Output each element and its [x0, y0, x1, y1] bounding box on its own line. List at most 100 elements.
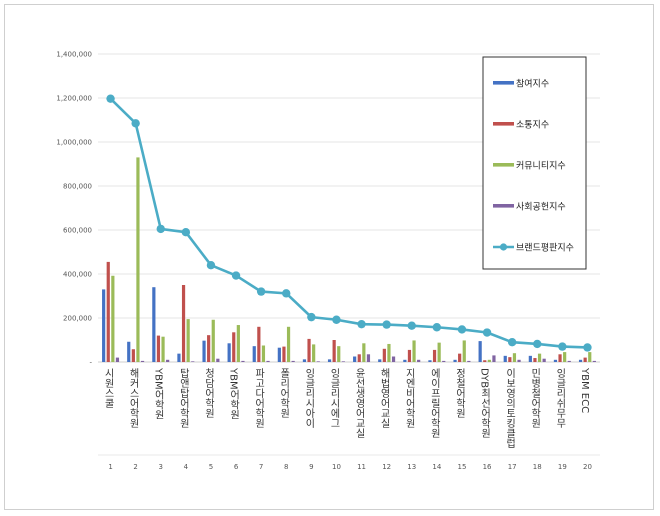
bar — [152, 287, 156, 362]
category-label: 윤선생영어교실 — [353, 368, 365, 438]
category-label: YBM ECC — [579, 367, 590, 413]
category-index: 1 — [108, 463, 112, 471]
bar — [492, 355, 496, 362]
bar — [257, 326, 261, 362]
category-index: 15 — [457, 463, 466, 471]
bar — [553, 359, 558, 362]
category-label: YBM어학원 — [228, 367, 240, 420]
bar — [528, 355, 532, 362]
bar — [312, 344, 316, 362]
bar — [286, 326, 291, 362]
y-tick-label: 1,200,000 — [56, 95, 92, 103]
bar — [156, 335, 161, 362]
bar — [567, 360, 571, 362]
bar — [177, 353, 181, 362]
category-index: 6 — [234, 463, 239, 471]
category-label: 이보영의토킹클럽 — [504, 368, 516, 448]
bar — [563, 352, 567, 362]
bar — [166, 359, 170, 362]
bar — [508, 357, 512, 362]
category-index: 11 — [357, 463, 366, 471]
y-tick-label: 200,000 — [63, 315, 92, 323]
bar — [302, 359, 307, 362]
line-point — [407, 321, 416, 330]
line-point — [332, 315, 341, 324]
bar — [307, 338, 311, 362]
bar — [462, 340, 466, 362]
bar — [483, 360, 487, 362]
y-tick-label: 800,000 — [63, 183, 92, 191]
category-label: 해법영어교실 — [378, 367, 390, 428]
bar — [542, 358, 546, 362]
legend-label: 사회공헌지수 — [516, 202, 566, 213]
category-index: 13 — [407, 463, 416, 471]
category-label: 잉글리시아이 — [303, 368, 315, 429]
bar — [467, 360, 471, 362]
bar — [191, 361, 195, 362]
category-label: 탑앤탑어학원 — [177, 368, 189, 428]
legend-swatch — [493, 163, 514, 167]
line-point — [533, 339, 542, 349]
category-index: 14 — [432, 463, 441, 471]
line-point — [307, 312, 316, 322]
category-index: 9 — [309, 463, 313, 471]
bar — [533, 358, 537, 362]
line-point — [231, 271, 241, 280]
category-label: YBM어학원 — [152, 367, 164, 420]
bar — [378, 359, 382, 362]
bar — [537, 353, 542, 362]
bar — [432, 349, 437, 362]
bar — [412, 340, 416, 362]
bar — [111, 275, 115, 362]
bar — [337, 346, 341, 362]
bar — [140, 360, 145, 362]
bar — [277, 347, 281, 362]
bar — [403, 359, 407, 362]
category-index: 12 — [382, 463, 391, 471]
bar — [266, 360, 270, 362]
category-label: DYB최선어학원 — [479, 368, 491, 438]
line-point — [156, 224, 165, 234]
series-line — [109, 97, 588, 349]
category-label: 해커스어학원 — [127, 367, 139, 428]
bar — [341, 361, 345, 362]
y-tick-label: - — [89, 359, 92, 367]
category-index: 17 — [508, 463, 517, 471]
category-index: 18 — [533, 463, 542, 471]
category-label: 잉글리쉬무무 — [554, 368, 566, 429]
category-label: 지엔비어학원 — [403, 368, 415, 428]
category-index: 16 — [483, 463, 492, 471]
line-point — [256, 287, 266, 296]
bar — [387, 343, 391, 362]
bar — [442, 360, 446, 362]
bar — [588, 352, 592, 362]
legend-swatch — [493, 204, 514, 208]
legend-label: 브랜드평판지수 — [516, 243, 574, 254]
category-label: 민병철어학원 — [529, 368, 541, 428]
category-label: 시원스쿨 — [102, 368, 114, 408]
line-point — [482, 328, 492, 337]
bar — [136, 157, 140, 362]
bar — [458, 353, 462, 362]
bar — [578, 359, 583, 362]
category-label: 잉글리시에그 — [328, 368, 340, 428]
y-tick-label: 1,400,000 — [56, 51, 92, 59]
bar — [437, 342, 441, 362]
line-point — [206, 261, 216, 270]
category-label: 폴리어학원 — [278, 368, 290, 418]
bar — [382, 348, 386, 362]
bar — [115, 357, 120, 362]
bar — [357, 354, 361, 362]
category-label: 에이프릴어학원 — [428, 368, 440, 438]
bar — [282, 346, 286, 362]
bar — [503, 355, 507, 362]
category-label: 정철어학원 — [453, 368, 465, 418]
line-point — [106, 94, 115, 103]
bar — [517, 359, 521, 362]
bar — [216, 358, 220, 362]
legend-label: 커뮤니티지수 — [516, 161, 566, 172]
bar — [353, 356, 357, 362]
y-tick-label: 600,000 — [63, 227, 92, 235]
y-tick-label: 1,000,000 — [56, 139, 92, 147]
